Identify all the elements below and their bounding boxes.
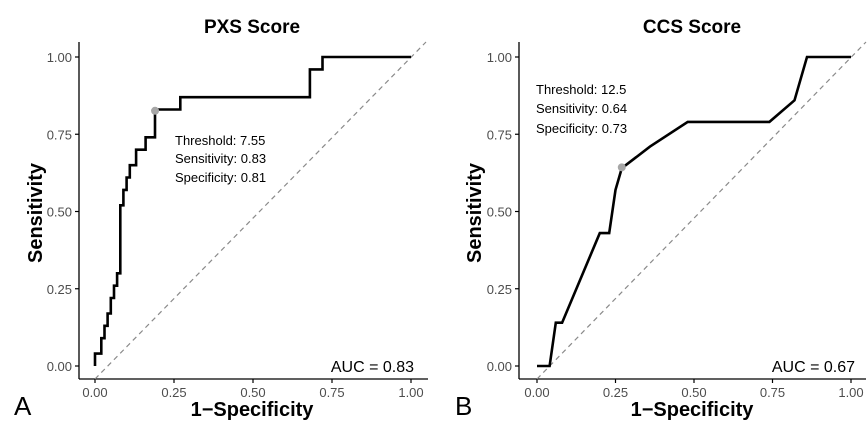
auc-label: AUC = 0.83 (331, 359, 414, 376)
y-tick-label: 1.00 (47, 50, 72, 65)
x-tick-label: 0.50 (681, 385, 706, 400)
axis-ticks: 0.00 0.25 0.50 0.75 1.00 0.00 0.25 0.50 0.75 1.00 (47, 50, 424, 400)
auc-label: AUC = 0.67 (772, 359, 855, 376)
x-axis-title: 1−Specificity (631, 399, 755, 421)
x-tick-label: 0.75 (319, 385, 344, 400)
x-tick-label: 0.25 (161, 385, 186, 400)
y-tick-label: 0.75 (47, 127, 72, 142)
x-axis-title: 1−Specificity (191, 399, 315, 421)
y-tick-label: 0.50 (47, 205, 72, 220)
x-tick-label: 0.25 (603, 385, 628, 400)
roc-panel-pxs: PXS Score Sensitivity 1−Specificity A 0.… (14, 17, 428, 421)
axis-ticks: 0.00 0.25 0.50 0.75 1.00 0.00 0.25 0.50 0.75 1.00 (487, 50, 864, 400)
panel-letter: A (14, 391, 32, 421)
y-tick-label: 0.25 (487, 282, 512, 297)
x-tick-label: 1.00 (838, 385, 863, 400)
y-tick-label: 0.00 (487, 359, 512, 374)
sensitivity-text: Sensitivity: 0.64 (536, 101, 627, 116)
panel-letter: B (455, 391, 472, 421)
threshold-text: Threshold: 12.5 (536, 82, 626, 97)
x-tick-label: 1.00 (398, 385, 423, 400)
optimal-cutoff-point (151, 106, 160, 115)
optimal-cutoff-point (617, 163, 626, 172)
roc-curve (537, 55, 851, 368)
x-tick-label: 0.50 (240, 385, 265, 400)
x-tick-label: 0.00 (524, 385, 549, 400)
y-tick-label: 1.00 (487, 50, 512, 65)
threshold-text: Threshold: 7.55 (175, 133, 265, 148)
y-tick-label: 0.75 (487, 127, 512, 142)
roc-panel-ccs: CCS Score Sensitivity 1−Specificity B 0.… (455, 17, 867, 421)
y-axis-title: Sensitivity (464, 162, 486, 263)
y-axis-title: Sensitivity (25, 162, 47, 263)
sensitivity-text: Sensitivity: 0.83 (175, 151, 266, 166)
reference-diagonal (94, 41, 427, 380)
y-tick-label: 0.50 (487, 205, 512, 220)
reference-diagonal (536, 41, 867, 380)
specificity-text: Specificity: 0.81 (175, 170, 266, 185)
roc-curve (93, 55, 411, 366)
specificity-text: Specificity: 0.73 (536, 121, 627, 136)
y-tick-label: 0.25 (47, 282, 72, 297)
x-tick-label: 0.75 (760, 385, 785, 400)
x-tick-label: 0.00 (82, 385, 107, 400)
panel-title: CCS Score (643, 17, 741, 38)
panel-title: PXS Score (204, 17, 300, 38)
y-tick-label: 0.00 (47, 359, 72, 374)
